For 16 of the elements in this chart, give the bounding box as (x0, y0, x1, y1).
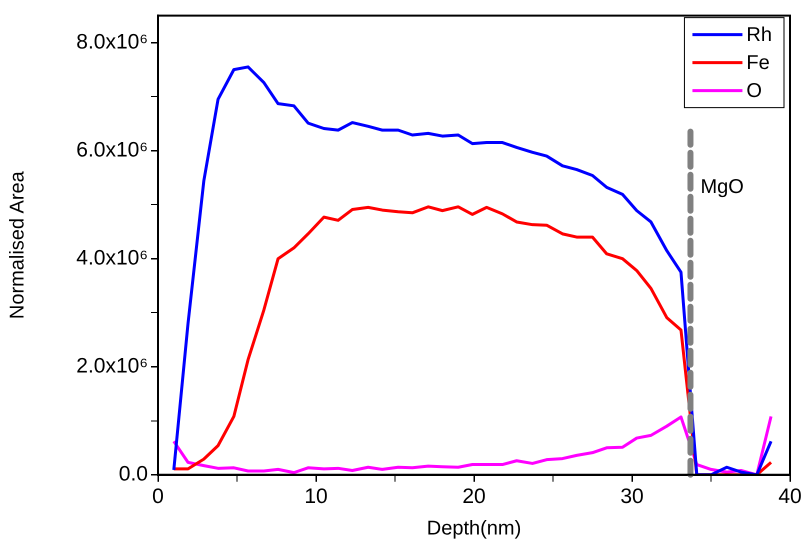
x-tick-label: 30 (620, 485, 644, 508)
y-tick-label: 2.0x10⁶ (76, 354, 148, 378)
x-tick-label: 0 (152, 485, 164, 508)
x-tick-label: 10 (304, 485, 328, 508)
legend-label: Rh (746, 24, 772, 46)
y-tick-label: 4.0x10⁶ (76, 246, 148, 270)
x-tick-label: 40 (778, 485, 802, 508)
y-tick-label: 6.0x10⁶ (76, 138, 148, 162)
y-tick-label: 8.0x10⁶ (76, 30, 148, 54)
legend-label: O (746, 80, 762, 102)
y-axis-title: Normalised Area (6, 170, 29, 320)
x-tick-label: 20 (462, 485, 486, 508)
x-axis-title: Depth(nm) (426, 518, 522, 540)
ref-line-label: MgO (700, 176, 744, 198)
y-tick-label: 0.0 (118, 462, 148, 486)
legend-label: Fe (746, 52, 770, 74)
